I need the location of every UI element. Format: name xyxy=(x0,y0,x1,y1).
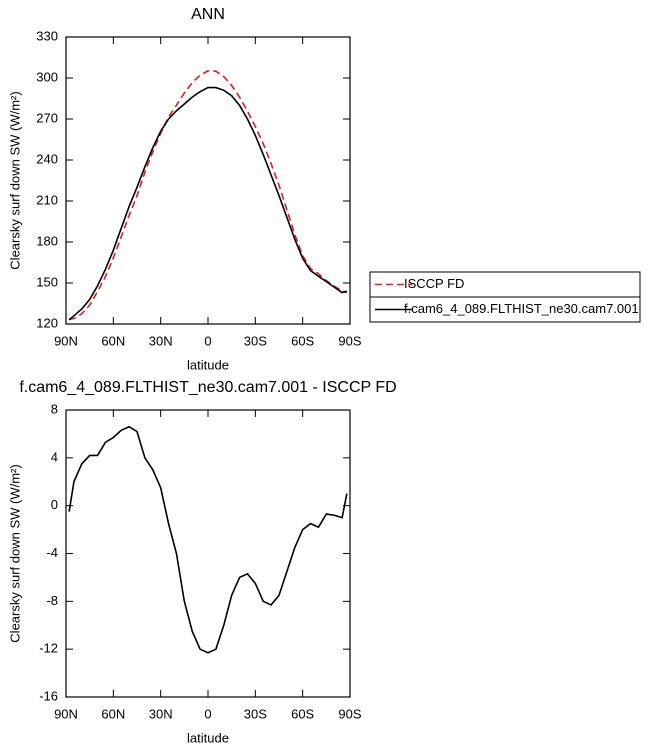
x-tick-label: 0 xyxy=(204,333,211,348)
x-tick-label: 90N xyxy=(54,333,78,348)
x-tick-label: 30S xyxy=(244,706,267,721)
plot-frame xyxy=(65,409,351,698)
x-tick-label: 30N xyxy=(149,333,173,348)
x-tick-label: 60S xyxy=(291,333,314,348)
y-tick-label: 180 xyxy=(36,233,58,248)
y-tick-label: 120 xyxy=(36,315,58,330)
y-tick-label: 4 xyxy=(51,449,58,464)
y-tick-label: 210 xyxy=(36,192,58,207)
y-tick-label: -8 xyxy=(46,593,58,608)
y-tick-label: 240 xyxy=(36,151,58,166)
y-tick-label: -16 xyxy=(39,688,58,703)
x-tick-label: 90S xyxy=(338,333,361,348)
y-tick-label: 330 xyxy=(36,28,58,43)
y-tick-label: 0 xyxy=(51,497,58,512)
x-tick-label: 60N xyxy=(101,333,125,348)
chart-title: f.cam6_4_089.FLTHIST_ne30.cam7.001 - ISC… xyxy=(19,379,396,396)
plot-frame xyxy=(65,36,351,325)
y-tick-label: 8 xyxy=(51,401,58,416)
x-tick-label: 60N xyxy=(101,706,125,721)
data-line xyxy=(68,425,348,654)
x-tick-label: 30N xyxy=(149,706,173,721)
x-axis-label: latitude xyxy=(187,730,229,745)
x-tick-label: 90S xyxy=(338,706,361,721)
data-line xyxy=(68,86,348,321)
legend-label: f.cam6_4_089.FLTHIST_ne30.cam7.001 xyxy=(404,301,639,316)
y-tick-label: 300 xyxy=(36,69,58,84)
x-tick-label: 0 xyxy=(204,706,211,721)
y-axis-label: Clearsky surf down SW (W/m²) xyxy=(7,464,22,642)
y-tick-label: -4 xyxy=(46,545,58,560)
x-tick-label: 30S xyxy=(244,333,267,348)
y-axis-label: Clearsky surf down SW (W/m²) xyxy=(7,91,22,269)
legend-label: ISCCP FD xyxy=(404,276,464,291)
data-line xyxy=(69,69,348,321)
y-tick-label: 270 xyxy=(36,110,58,125)
y-tick-label: -12 xyxy=(39,641,58,656)
x-tick-label: 90N xyxy=(54,706,78,721)
y-tick-label: 150 xyxy=(36,274,58,289)
x-axis-label: latitude xyxy=(187,357,229,372)
x-tick-label: 60S xyxy=(291,706,314,721)
chart-title: ANN xyxy=(191,6,225,23)
